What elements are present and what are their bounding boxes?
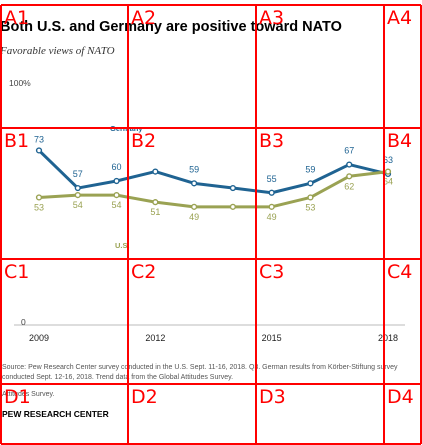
grid-cell-label: C2	[131, 261, 156, 283]
data-label: 64	[383, 177, 393, 187]
source-note: Source: Pew Research Center survey condu…	[2, 364, 398, 381]
data-point	[268, 189, 275, 196]
grid-cell-label: D3	[259, 386, 286, 408]
data-label: 49	[189, 212, 199, 222]
grid-cell-label: B2	[131, 130, 156, 152]
x-tick-label: 2018	[378, 333, 398, 343]
data-label: 60	[112, 162, 122, 172]
grid-cell-label: D2	[131, 386, 158, 408]
data-point	[307, 194, 314, 201]
x-tick-label: 2015	[262, 333, 282, 343]
grid-cell-label: B4	[387, 130, 412, 152]
grid-cell-label: C4	[387, 261, 412, 283]
data-point	[268, 203, 275, 210]
data-point	[191, 203, 198, 210]
data-label: 55	[267, 174, 277, 184]
survey-note: Attitudes Survey.	[2, 391, 55, 398]
data-point	[152, 199, 159, 206]
grid-cell-label: B1	[4, 130, 29, 152]
series-label-us: U.S.	[115, 241, 130, 250]
grid-cell-label: A3	[259, 7, 284, 29]
data-label: 57	[73, 169, 83, 179]
series-line-germany	[37, 149, 389, 195]
data-point	[35, 194, 43, 201]
data-label: 59	[305, 164, 315, 174]
data-point	[74, 184, 81, 192]
grid-cell-label: A1	[4, 7, 29, 29]
data-point	[152, 168, 159, 175]
data-label: 54	[73, 200, 83, 210]
grid-cell-label: C1	[4, 261, 29, 283]
grid-cell-label: C3	[259, 261, 284, 283]
data-point	[346, 161, 353, 168]
data-point	[307, 180, 314, 187]
data-label: 63	[383, 155, 393, 165]
data-label: 62	[344, 181, 354, 191]
data-label: 53	[34, 202, 44, 212]
brand-label: PEW RESEARCH CENTER	[2, 409, 109, 419]
data-label: 51	[150, 207, 160, 217]
x-tick-label: 2009	[29, 333, 49, 343]
data-label: 53	[305, 202, 315, 212]
data-point	[229, 184, 236, 192]
data-point	[113, 192, 120, 199]
data-point	[35, 147, 43, 154]
data-label: 67	[344, 146, 354, 156]
data-point	[229, 203, 236, 210]
data-point	[384, 168, 392, 175]
data-label: 49	[267, 212, 277, 222]
grid-cell-label: A2	[131, 7, 156, 29]
y-tick-label: 0	[21, 317, 26, 327]
y-tick-label: 100%	[9, 78, 31, 88]
grid-cell-label: A4	[387, 7, 412, 29]
data-point	[346, 173, 353, 180]
data-point	[191, 180, 198, 187]
data-label: 54	[112, 200, 122, 210]
grid-cell-label: D4	[387, 386, 414, 408]
grid-cell-label: D1	[4, 386, 31, 408]
data-point	[113, 177, 120, 185]
data-point	[74, 192, 81, 199]
series-line-us	[38, 170, 389, 209]
grid-cell-label: B3	[259, 130, 284, 152]
x-tick-label: 2012	[145, 333, 165, 343]
data-label: 73	[34, 134, 44, 144]
data-label: 59	[189, 164, 199, 174]
chart-subtitle: Favorable views of NATO	[0, 45, 115, 57]
